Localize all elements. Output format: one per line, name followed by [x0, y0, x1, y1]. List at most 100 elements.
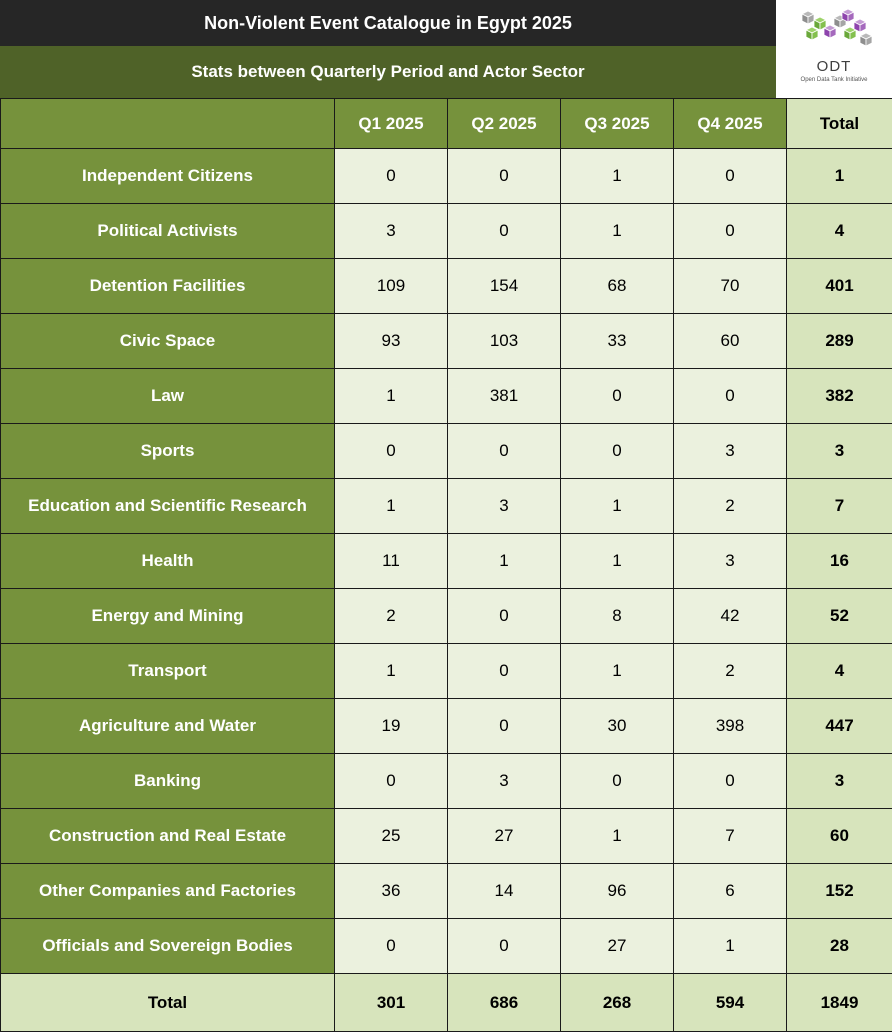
data-cell: 2	[334, 588, 448, 644]
row-total-cell: 7	[786, 478, 892, 534]
data-cell: 1	[334, 368, 448, 424]
cubes-logo-icon	[801, 8, 873, 47]
row-total-cell: 447	[786, 698, 892, 754]
column-header-q1: Q1 2025	[334, 98, 448, 149]
data-cell: 2	[673, 643, 787, 699]
data-cell: 0	[560, 753, 674, 809]
data-cell: 0	[673, 753, 787, 809]
row-total-cell: 60	[786, 808, 892, 864]
data-cell: 0	[447, 423, 561, 479]
data-cell: 11	[334, 533, 448, 589]
data-cell: 3	[447, 753, 561, 809]
grand-total-cell: 1849	[786, 973, 892, 1032]
row-label: Energy and Mining	[0, 588, 335, 644]
column-total-cell: 594	[673, 973, 787, 1032]
data-cell: 398	[673, 698, 787, 754]
table-row: Civic Space 93 103 33 60 289	[0, 313, 892, 369]
data-cell: 93	[334, 313, 448, 369]
data-cell: 1	[673, 918, 787, 974]
data-cell: 0	[673, 148, 787, 204]
table-row: Political Activists 3 0 1 0 4	[0, 203, 892, 259]
data-cell: 109	[334, 258, 448, 314]
data-cell: 3	[673, 423, 787, 479]
row-label: Law	[0, 368, 335, 424]
data-cell: 0	[447, 918, 561, 974]
row-total-cell: 3	[786, 423, 892, 479]
data-cell: 3	[334, 203, 448, 259]
row-label: Civic Space	[0, 313, 335, 369]
data-cell: 3	[673, 533, 787, 589]
row-total-cell: 382	[786, 368, 892, 424]
row-label: Banking	[0, 753, 335, 809]
data-cell: 30	[560, 698, 674, 754]
data-cell: 0	[334, 753, 448, 809]
data-cell: 0	[334, 148, 448, 204]
row-total-cell: 152	[786, 863, 892, 919]
table-row: Sports 0 0 0 3 3	[0, 423, 892, 479]
data-cell: 2	[673, 478, 787, 534]
data-cell: 1	[560, 148, 674, 204]
data-cell: 0	[447, 698, 561, 754]
row-total-cell: 1	[786, 148, 892, 204]
data-cell: 36	[334, 863, 448, 919]
row-total-cell: 289	[786, 313, 892, 369]
header-row: Q1 2025 Q2 2025 Q3 2025 Q4 2025 Total	[0, 98, 892, 149]
data-cell: 68	[560, 258, 674, 314]
row-total-cell: 28	[786, 918, 892, 974]
column-header-total: Total	[786, 98, 892, 149]
data-cell: 1	[447, 533, 561, 589]
data-cell: 1	[560, 643, 674, 699]
data-cell: 1	[334, 643, 448, 699]
column-total-cell: 301	[334, 973, 448, 1032]
data-cell: 27	[447, 808, 561, 864]
row-total-cell: 16	[786, 533, 892, 589]
totals-row: Total 301 686 268 594 1849	[0, 973, 892, 1032]
stats-table: Q1 2025 Q2 2025 Q3 2025 Q4 2025 Total In…	[0, 98, 892, 1032]
data-cell: 70	[673, 258, 787, 314]
table-row: Other Companies and Factories 36 14 96 6 152	[0, 863, 892, 919]
logo-tagline: Open Data Tank Initiative	[800, 77, 868, 83]
row-label: Agriculture and Water	[0, 698, 335, 754]
row-label: Health	[0, 533, 335, 589]
totals-label: Total	[0, 973, 335, 1032]
data-cell: 14	[447, 863, 561, 919]
data-cell: 0	[334, 423, 448, 479]
row-label: Officials and Sovereign Bodies	[0, 918, 335, 974]
row-label: Political Activists	[0, 203, 335, 259]
column-header-q4: Q4 2025	[673, 98, 787, 149]
row-label: Transport	[0, 643, 335, 699]
data-cell: 154	[447, 258, 561, 314]
row-total-cell: 3	[786, 753, 892, 809]
data-cell: 27	[560, 918, 674, 974]
row-total-cell: 401	[786, 258, 892, 314]
row-label: Independent Citizens	[0, 148, 335, 204]
data-cell: 60	[673, 313, 787, 369]
column-header-q2: Q2 2025	[447, 98, 561, 149]
table-row: Education and Scientific Research 1 3 1 2 7	[0, 478, 892, 534]
data-cell: 96	[560, 863, 674, 919]
data-cell: 0	[334, 918, 448, 974]
data-cell: 33	[560, 313, 674, 369]
odt-logo: ODT Open Data Tank Initiative	[776, 0, 892, 98]
data-cell: 0	[447, 203, 561, 259]
table-row: Energy and Mining 2 0 8 42 52	[0, 588, 892, 644]
table-row: Banking 0 3 0 0 3	[0, 753, 892, 809]
data-cell: 1	[560, 203, 674, 259]
data-cell: 42	[673, 588, 787, 644]
row-label: Detention Facilities	[0, 258, 335, 314]
data-cell: 1	[560, 478, 674, 534]
table-row: Officials and Sovereign Bodies 0 0 27 1 28	[0, 918, 892, 974]
table-row: Construction and Real Estate 25 27 1 7 60	[0, 808, 892, 864]
data-cell: 0	[560, 423, 674, 479]
data-cell: 19	[334, 698, 448, 754]
data-cell: 6	[673, 863, 787, 919]
data-cell: 0	[560, 368, 674, 424]
table-row: Agriculture and Water 19 0 30 398 447	[0, 698, 892, 754]
row-total-cell: 52	[786, 588, 892, 644]
data-cell: 0	[447, 588, 561, 644]
page-subtitle: Stats between Quarterly Period and Actor…	[0, 46, 776, 98]
table-row: Transport 1 0 1 2 4	[0, 643, 892, 699]
logo-wordmark: ODT	[816, 58, 852, 75]
corner-cell	[0, 98, 335, 149]
table-row: Independent Citizens 0 0 1 0 1	[0, 148, 892, 204]
